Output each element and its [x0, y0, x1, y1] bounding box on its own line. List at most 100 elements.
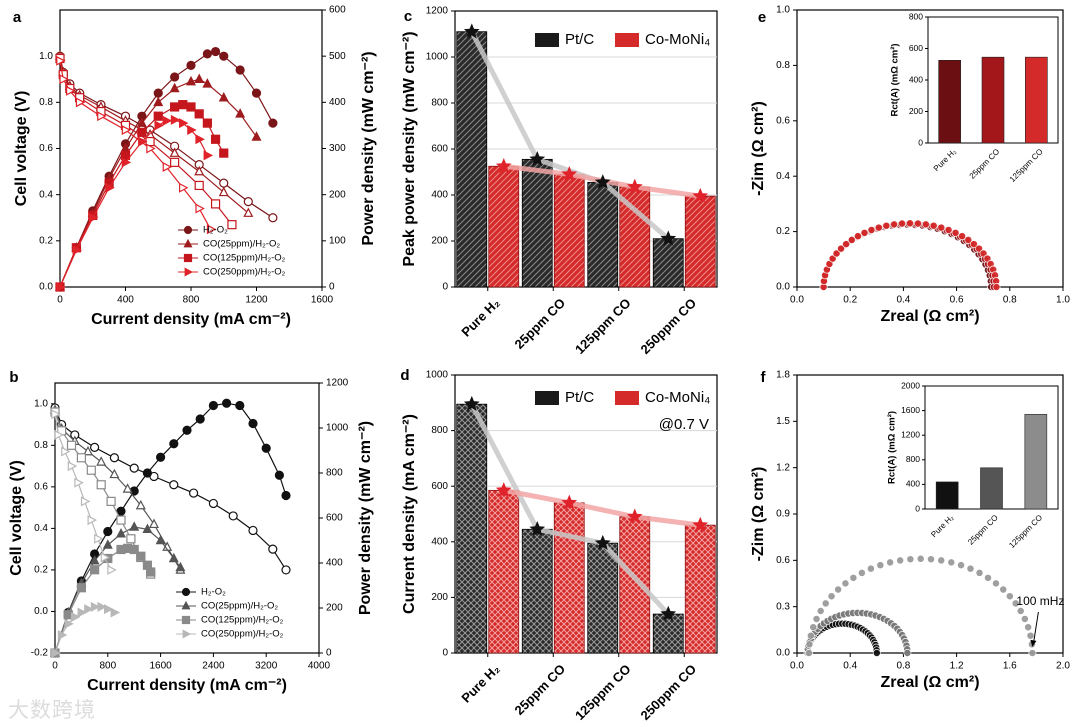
power-point	[235, 108, 246, 118]
legend-marker	[183, 225, 193, 235]
legend-label: CO(250ppm)/H₂-O₂	[201, 629, 284, 640]
inset-bar	[1024, 413, 1048, 510]
power-point	[195, 414, 205, 424]
bar-comoni4	[553, 502, 585, 654]
panel-a-ylabel: Cell voltage (V)	[13, 91, 30, 207]
panel-b-frame	[54, 382, 320, 654]
power-point	[154, 120, 164, 131]
nyquist-point	[1020, 615, 1029, 623]
voltage-point	[86, 465, 96, 475]
nyquist-point	[812, 615, 821, 623]
trend-comoni4	[501, 487, 703, 528]
star-ptc	[660, 230, 677, 246]
panel-a-x-tick-label: 1600	[311, 295, 334, 306]
voltage-point	[194, 165, 205, 176]
inset-y-tick-label: 1600	[901, 405, 920, 415]
legend-label: CO(125ppm)/H₂-O₂	[201, 615, 284, 626]
power-point	[261, 443, 271, 453]
power-point	[137, 127, 147, 137]
panel-c-letter: c	[404, 8, 412, 25]
nyquist-point	[1011, 599, 1020, 608]
nyquist-point	[937, 556, 946, 565]
power-point	[219, 148, 229, 158]
panel-b-x-tick-label: 0	[52, 661, 58, 672]
power-point	[116, 506, 126, 516]
nyquist-point	[964, 235, 973, 244]
nyquist-point	[805, 640, 814, 649]
voltage-point	[67, 461, 78, 472]
panel-b-x-tick-label: 2400	[202, 661, 225, 672]
panel-c-category-label: 250ppm CO	[637, 295, 699, 357]
power-point	[70, 612, 81, 622]
voltage-point	[109, 468, 120, 479]
power-point	[129, 544, 139, 555]
panel-b-y-tick-label: -0.2	[31, 648, 49, 659]
panel-c-category-label: Pure H₂	[458, 295, 502, 339]
legend-marker	[184, 267, 194, 277]
power-point	[155, 534, 166, 545]
panel-b-y-tick-label: 1.0	[34, 398, 48, 409]
star-ptc	[463, 395, 480, 411]
power-point	[203, 150, 214, 161]
nyquist-point	[947, 558, 956, 567]
panel-e-x-tick-label: 0.0	[790, 295, 804, 306]
nyquist-point	[999, 585, 1008, 594]
nyquist-point	[992, 579, 1000, 588]
voltage-line	[54, 407, 287, 571]
voltage-point	[54, 429, 64, 440]
voltage-point	[76, 453, 87, 463]
bar-comoni4	[684, 195, 716, 288]
legend-marker	[182, 629, 192, 639]
inset-ylabel: Rct(A) (mΩ cm²)	[890, 43, 901, 116]
nyquist-point	[809, 623, 818, 632]
nyquist-point	[857, 568, 866, 577]
panel-b-x-tick-label: 800	[99, 661, 116, 672]
power-point	[97, 601, 107, 612]
panel-c-y-tick-label: 200	[431, 236, 448, 247]
panel-c-y-tick-label: 1200	[426, 6, 449, 17]
nyquist-point	[992, 283, 1001, 291]
legend-label: CO(125ppm)/H₂-O₂	[203, 253, 286, 264]
power-point	[116, 528, 126, 538]
panel-a-y-tick-label: 0.2	[39, 235, 53, 246]
inset-y-tick-label: 200	[909, 106, 923, 116]
power-point	[146, 567, 156, 577]
panel-a-y-tick-label: 0.8	[39, 97, 53, 108]
legend-swatch-ptc	[535, 33, 559, 47]
power-point	[76, 583, 87, 593]
panel-d-y-tick-label: 0	[442, 648, 448, 659]
nyquist-point	[806, 631, 815, 640]
power-point	[72, 245, 83, 256]
panel-b-x-tick-label: 3200	[255, 661, 278, 672]
panel-c-y-tick-label: 0	[442, 282, 448, 293]
power-point	[235, 65, 245, 75]
power-point	[202, 78, 213, 88]
panel-f-x-tick-label: 0.4	[843, 661, 857, 672]
trend-ptc	[469, 401, 671, 617]
nyquist-point	[898, 219, 907, 228]
power-point	[142, 468, 152, 478]
power-point	[182, 425, 192, 435]
voltage-point	[169, 147, 180, 157]
nyquist-point	[841, 579, 850, 588]
legend-marker	[181, 587, 191, 597]
legend-label: CO(25ppm)/H₂-O₂	[201, 601, 278, 612]
inset-y-tick-label: 800	[909, 11, 923, 21]
panel-f-y-tick-label: 1.2	[776, 462, 790, 473]
power-point	[129, 521, 140, 531]
star-comoni4	[692, 516, 709, 532]
bar-ptc	[521, 158, 553, 288]
panel-a-y-tick-label: 0.6	[39, 143, 53, 154]
inset-category-label: 125ppm CO	[1008, 147, 1045, 184]
bar-ptc	[652, 238, 684, 288]
bar-comoni4	[488, 165, 520, 288]
legend-label: H₂-O₂	[203, 225, 228, 236]
panel-f-x-tick-label: 1.2	[950, 661, 964, 672]
power-point	[175, 561, 186, 572]
voltage-line	[59, 60, 212, 230]
panel-d-category-label: 250ppm CO	[637, 661, 699, 723]
panel-e-x-tick-label: 0.2	[843, 295, 857, 306]
power-point	[222, 398, 232, 408]
power-point	[153, 111, 163, 121]
panel-f-annotation: 100 mHz	[1016, 594, 1064, 608]
